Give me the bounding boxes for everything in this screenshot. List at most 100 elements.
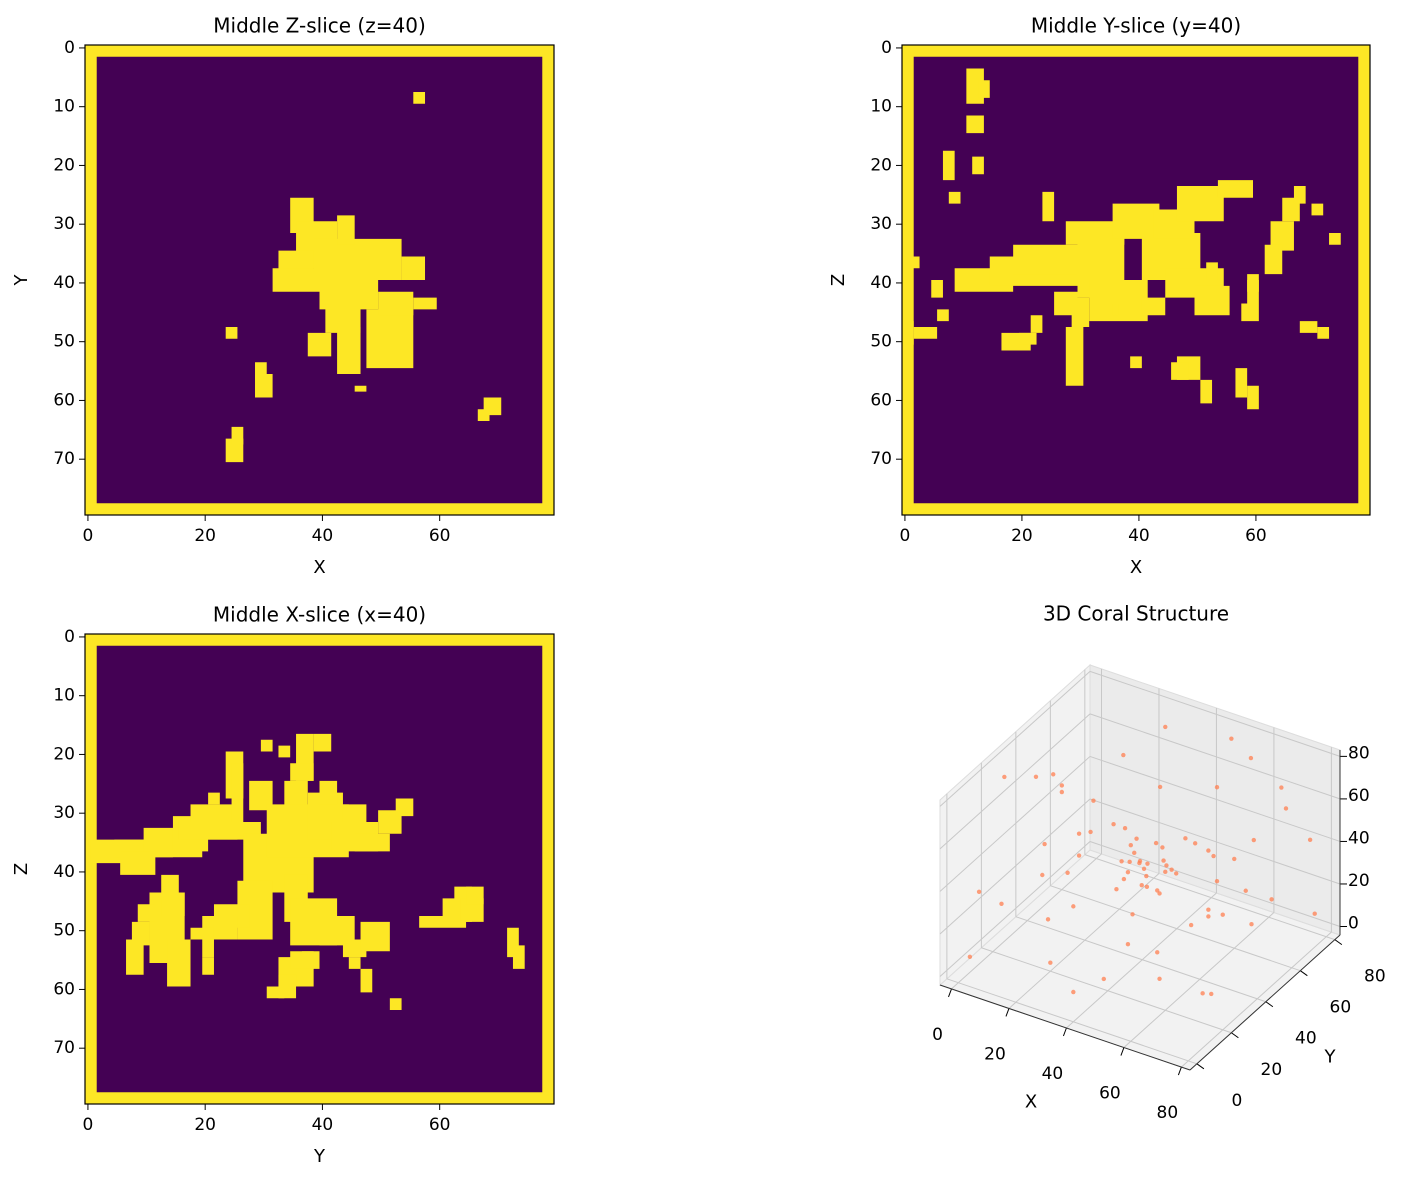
x-tick-label: 40 (312, 1115, 334, 1135)
x-axis-label: X (1025, 1092, 1037, 1113)
coral-point (1161, 858, 1166, 863)
grid-line (1089, 841, 1341, 927)
coral-point (1144, 873, 1149, 879)
coral-region (1019, 332, 1037, 345)
grid-line (1008, 873, 1160, 1009)
coral-region (260, 739, 273, 752)
coral-point (1155, 888, 1160, 893)
y-tick-label: 30 (53, 214, 75, 234)
x-axis-label: X (1130, 557, 1142, 578)
y-tick (1265, 1001, 1274, 1008)
coral-region (1194, 285, 1230, 316)
coral-point (1243, 888, 1248, 893)
y-tick (1334, 939, 1343, 946)
coral-point (1163, 724, 1168, 730)
coral-point (1137, 860, 1142, 866)
coral-point (1188, 922, 1194, 928)
x-tick-label: 60 (1245, 526, 1267, 546)
x-tick-label: 60 (429, 526, 451, 546)
coral-region (1264, 244, 1283, 275)
coral-region (401, 256, 426, 280)
y-axis-label: Z (11, 863, 32, 875)
coral-point (1111, 821, 1116, 827)
coral-point (1134, 836, 1139, 841)
coral-point (1132, 850, 1137, 856)
coral-point (1206, 848, 1211, 853)
y-tick-label: 60 (53, 390, 75, 410)
coral-point (1232, 856, 1237, 862)
coral-point (1059, 789, 1065, 795)
coral-region (1112, 303, 1119, 316)
coral-point (1249, 921, 1254, 927)
coral-region (378, 291, 414, 316)
y-axis-label: Y (11, 274, 32, 287)
coral-region (442, 898, 461, 922)
coral-point (1279, 785, 1284, 790)
grid-line (1084, 854, 1335, 941)
y-tick-label: 50 (53, 332, 75, 352)
coral-point (1269, 897, 1274, 902)
x-tick-label: 20 (194, 526, 216, 546)
y-axis-label: Y (1324, 1047, 1337, 1068)
coral-point (1157, 976, 1162, 981)
coral-region (313, 733, 332, 752)
coral-point (1157, 784, 1163, 790)
coral-region (319, 780, 338, 805)
coral-region (120, 851, 156, 875)
coral-point (1059, 783, 1065, 788)
coral-point (1307, 837, 1313, 843)
coral-point (1312, 911, 1317, 916)
coral-region (1206, 262, 1218, 280)
grid-line (939, 713, 1091, 850)
coral-point (1065, 870, 1070, 875)
coral-point (976, 889, 982, 894)
coral-region (1130, 356, 1142, 369)
coral-region (137, 904, 156, 922)
z-tick-label: 20 (1348, 871, 1370, 891)
coral-point (1145, 861, 1150, 866)
coral-point (1033, 774, 1039, 779)
coral-region (512, 945, 525, 969)
y-tick-label: 70 (870, 449, 892, 469)
coral-point (1122, 826, 1128, 831)
y-tick-label: 60 (870, 390, 892, 410)
x-tick-label: 0 (83, 1115, 94, 1135)
coral-point (1042, 841, 1047, 847)
grid-line (946, 978, 1198, 1065)
coral-region (1141, 297, 1166, 316)
x-tick-label: 80 (1157, 1103, 1179, 1123)
y-tick-label: 40 (870, 273, 892, 293)
coral-region (948, 191, 961, 204)
y-tick-label: 60 (53, 979, 75, 999)
grid-line (939, 756, 1091, 892)
coral-region (360, 968, 373, 993)
coral-region (161, 892, 185, 916)
x-tick-label: 40 (312, 526, 334, 546)
x-axis-label: Y (313, 1146, 326, 1167)
coral-point (1283, 806, 1289, 811)
x-tick-label: 0 (900, 526, 911, 546)
coral-region (1054, 291, 1078, 316)
coral-region (1247, 280, 1259, 304)
coral-point (1139, 882, 1144, 888)
x-tick (1120, 1047, 1125, 1056)
coral-region (1042, 191, 1055, 222)
coral-region (1176, 186, 1224, 222)
coral-point (1214, 878, 1220, 884)
grid-line (1015, 916, 1267, 1003)
x-axis-line (939, 984, 1191, 1071)
y-axis-label: Z (828, 274, 849, 286)
chart-title: 3D Coral Structure (1043, 602, 1229, 626)
coral-region (190, 927, 214, 940)
coral-point (1192, 841, 1198, 846)
coral-region (395, 798, 414, 817)
coral-point (1130, 912, 1135, 917)
coral-region (913, 327, 938, 339)
coral-region (1317, 327, 1330, 339)
coral-region (266, 986, 285, 999)
coral-region (931, 280, 943, 298)
coral-region (972, 156, 984, 175)
x-tick (948, 988, 952, 998)
coral-region (255, 374, 273, 398)
coral-point (1144, 884, 1150, 890)
